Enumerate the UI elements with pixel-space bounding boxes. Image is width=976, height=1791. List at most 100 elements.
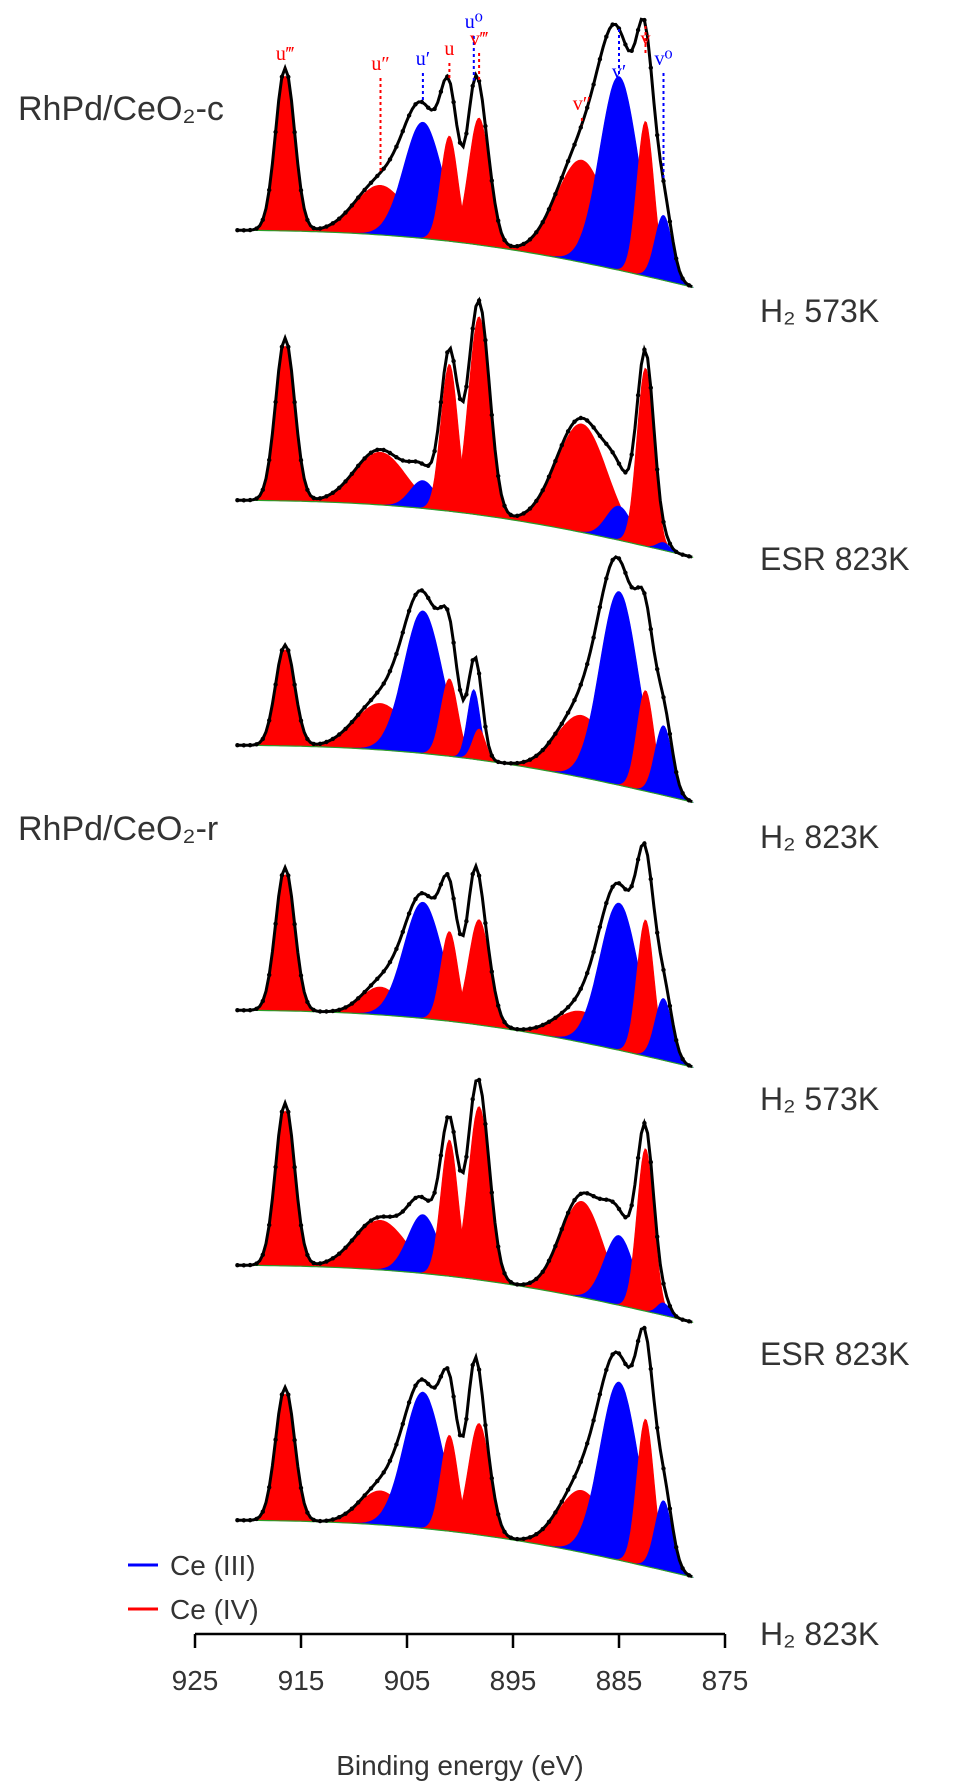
data-point xyxy=(553,458,558,464)
data-point xyxy=(648,1160,653,1165)
data-point xyxy=(337,1251,342,1256)
data-point xyxy=(572,997,577,1002)
data-point xyxy=(610,884,615,889)
data-point xyxy=(655,1234,660,1239)
data-point xyxy=(343,1511,348,1516)
data-point xyxy=(324,494,329,499)
data-point xyxy=(578,415,583,421)
peak-ce4-916.5 xyxy=(246,874,324,1013)
data-point xyxy=(642,591,647,596)
data-point xyxy=(534,1276,539,1282)
peak-marker-label: u⁰ xyxy=(465,11,483,33)
data-point xyxy=(260,487,265,492)
data-point xyxy=(585,970,590,976)
data-point xyxy=(508,512,514,518)
data-point xyxy=(496,1512,501,1517)
data-point xyxy=(375,1478,380,1484)
data-point xyxy=(362,1493,367,1498)
data-point xyxy=(292,682,297,687)
data-point xyxy=(623,887,628,892)
data-point xyxy=(648,627,653,632)
data-point xyxy=(559,721,564,726)
data-point xyxy=(438,400,444,405)
data-point xyxy=(527,1280,533,1286)
data-point xyxy=(241,228,246,233)
peak-ce4-916.5 xyxy=(246,1110,324,1268)
data-point xyxy=(540,220,545,225)
data-point xyxy=(489,753,494,758)
data-point xyxy=(279,1392,285,1397)
data-point xyxy=(254,1516,259,1522)
data-point xyxy=(623,570,628,575)
data-point xyxy=(381,681,386,686)
data-point xyxy=(572,419,577,424)
data-point xyxy=(317,496,323,501)
data-point xyxy=(368,180,374,185)
data-point xyxy=(534,498,539,504)
data-point xyxy=(457,1433,463,1438)
data-point xyxy=(515,1536,520,1542)
data-point xyxy=(476,873,482,878)
data-point xyxy=(508,1025,514,1030)
data-point xyxy=(254,226,259,231)
data-point xyxy=(585,418,590,423)
data-point xyxy=(432,895,437,900)
data-point xyxy=(260,1252,265,1258)
data-point xyxy=(610,557,615,563)
data-point xyxy=(521,1536,526,1542)
data-point xyxy=(260,1509,265,1514)
data-point xyxy=(546,1019,552,1024)
data-point xyxy=(292,400,297,405)
data-point xyxy=(451,896,456,901)
data-point xyxy=(381,1470,386,1475)
data-point xyxy=(406,608,412,614)
data-point xyxy=(298,188,304,193)
data-point xyxy=(413,896,418,902)
spectrum-1 xyxy=(235,17,694,289)
data-point xyxy=(464,1154,469,1160)
data-point xyxy=(674,1038,679,1043)
data-point xyxy=(686,283,692,288)
data-point xyxy=(559,175,564,180)
data-point xyxy=(585,1191,590,1196)
data-point xyxy=(432,605,437,610)
data-point xyxy=(349,1238,355,1243)
data-point xyxy=(292,1165,297,1170)
data-point xyxy=(349,719,355,725)
data-point xyxy=(235,1263,240,1268)
data-point xyxy=(400,929,405,935)
data-point xyxy=(368,983,374,988)
background-line xyxy=(237,1264,694,1323)
data-point xyxy=(260,998,265,1004)
data-point xyxy=(324,224,329,229)
data-point xyxy=(680,552,685,557)
series-label: H₂ 823K xyxy=(760,819,879,855)
data-point xyxy=(540,1526,545,1532)
data-point xyxy=(457,140,463,145)
data-point xyxy=(546,207,552,212)
data-point xyxy=(267,718,272,723)
data-point xyxy=(635,393,641,398)
data-point xyxy=(623,1215,628,1220)
data-point xyxy=(305,217,310,223)
data-point xyxy=(655,1425,660,1431)
data-point xyxy=(534,1532,539,1537)
data-point xyxy=(489,1476,494,1481)
data-point xyxy=(311,1007,316,1013)
data-point xyxy=(267,457,272,463)
data-point xyxy=(515,513,520,518)
spectrum-5 xyxy=(235,1077,694,1324)
data-point xyxy=(591,1418,596,1423)
data-point xyxy=(585,661,590,667)
data-point xyxy=(496,218,501,223)
data-point xyxy=(298,973,304,978)
data-point xyxy=(642,1325,647,1331)
data-point xyxy=(305,999,310,1005)
data-point xyxy=(387,450,393,456)
data-point xyxy=(445,350,450,355)
data-point xyxy=(616,556,622,561)
data-point xyxy=(362,1223,367,1229)
data-point xyxy=(432,1385,437,1390)
data-point xyxy=(254,496,259,501)
data-point xyxy=(578,986,583,991)
